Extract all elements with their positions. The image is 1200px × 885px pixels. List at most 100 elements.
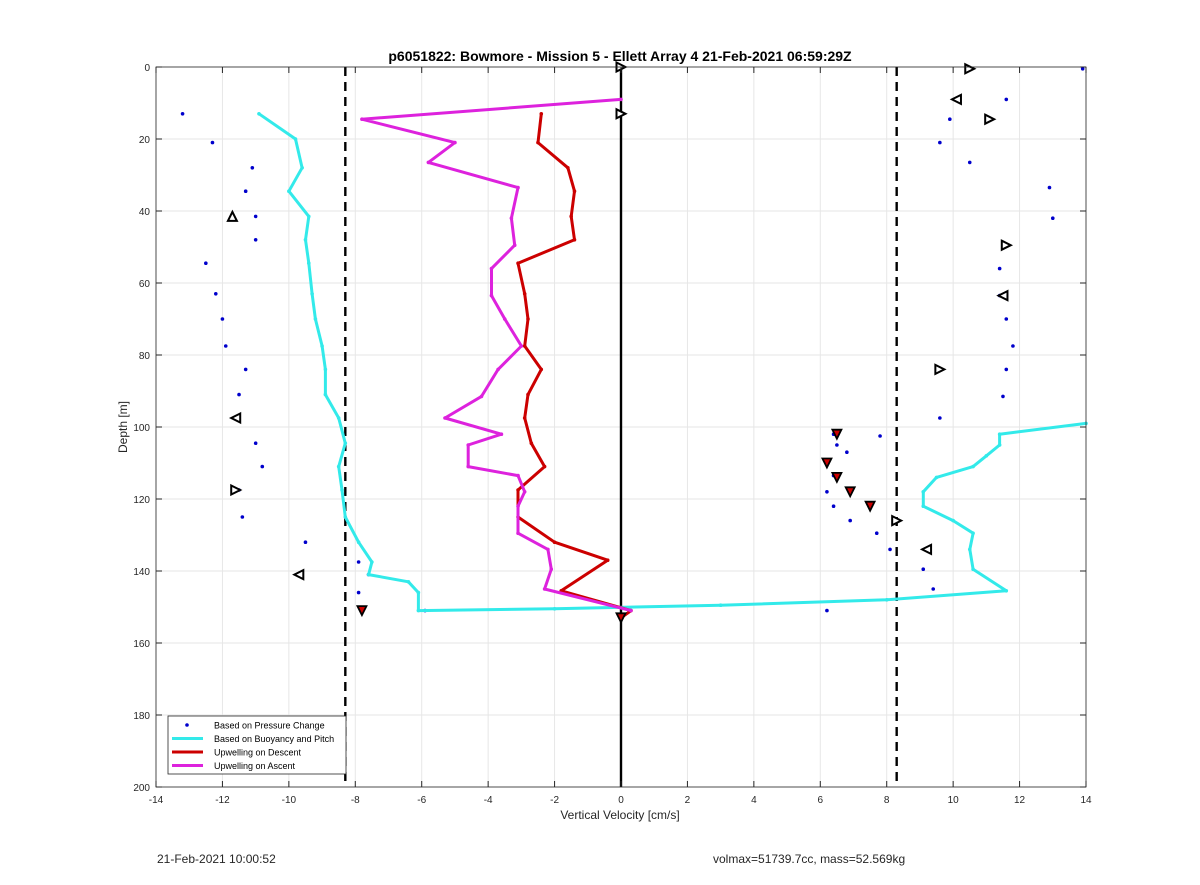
pressure-point [831,504,836,509]
series-point [323,367,328,372]
triangle-marker [984,113,997,126]
pressure-point [204,261,208,266]
series-point [426,160,431,165]
y-tick-label: 20 [139,135,151,146]
series-point [522,344,527,348]
x-tick-label: -4 [484,795,493,806]
filled-marker [615,612,627,625]
series-point [257,112,261,116]
triangle-marker [230,483,243,497]
series-point [293,137,298,141]
filled-marker [355,605,368,618]
pressure-point [180,112,185,116]
series-point [539,367,544,372]
pressure-point [878,434,882,438]
series-point [542,464,547,469]
series-point [300,166,304,170]
pressure-point [243,367,248,372]
pressure-point [356,590,361,595]
y-tick-label: 40 [139,207,151,218]
series-point [343,515,348,519]
series-point [539,112,544,116]
series-point [1004,589,1009,593]
series-point [566,166,570,170]
series-point [526,317,530,321]
triangle-marker [949,93,962,106]
series-point [509,216,514,220]
pressure-point [1001,394,1005,399]
x-tick-label: -12 [215,795,230,806]
filled-marker [844,486,857,499]
series-point [416,590,421,595]
x-tick-label: 4 [751,795,757,806]
series-point [522,292,527,296]
pressure-point [938,416,942,420]
pressure-point [921,567,926,571]
series-point [340,488,344,492]
pressure-point [967,160,972,165]
legend-label: Based on Buoyancy and Pitch [214,734,334,744]
pressure-point [253,441,258,446]
pressure-point [835,443,839,447]
y-tick-label: 120 [133,495,150,506]
series-point [516,504,520,509]
chart-title: p6051822: Bowmore - Mission 5 - Ellett A… [388,48,852,64]
series-point [306,261,311,266]
pressure-point [848,518,852,523]
series-point [466,443,471,447]
pressure-point [223,344,228,348]
pressure-point [825,608,829,613]
x-axis-label: Vertical Velocity [cm/s] [560,808,679,822]
filled-marker [830,471,843,484]
pressure-point [874,531,879,535]
series-point [406,580,411,584]
pressure-point [253,238,258,242]
series-point [336,416,341,420]
legend-swatch [185,723,189,727]
series-point [443,416,447,420]
pressure-point [845,450,849,455]
x-tick-label: -8 [351,795,360,806]
pressure-point [888,547,892,552]
triangle-marker [964,62,977,75]
x-tick-label: -14 [149,795,164,806]
triangle-marker [292,568,305,581]
series-point [967,547,972,552]
x-tick-label: 0 [618,795,624,806]
x-tick-label: -10 [282,795,297,806]
pressure-point [931,587,936,591]
series-point [360,117,364,121]
series-point [489,293,494,298]
series-point [971,464,975,469]
series-point [536,140,540,145]
pressure-point [253,214,258,219]
series-point [466,464,471,469]
x-tick-label: 2 [685,795,691,806]
filled-marker [820,457,833,470]
triangle-marker [891,514,904,527]
y-tick-label: 160 [133,639,150,650]
pressure-point [237,392,241,397]
series-point [526,392,530,397]
series-point [489,266,494,271]
pressure-point [210,140,215,145]
pressure-point [243,189,248,193]
series-point [516,488,520,492]
series-point [496,367,500,372]
triangle-marker [919,543,933,556]
y-tick-label: 180 [133,711,150,722]
triangle-marker [1000,239,1014,252]
y-tick-label: 140 [133,567,150,578]
series-point [343,441,348,446]
series-point [336,464,341,469]
axes: -14 -12 -10 -8 -6 -4 -2 0 2 4 6 8 10 12 14020406080100… [133,63,1092,806]
series-point [569,214,573,219]
triangle-marker [615,107,628,120]
series-point [605,558,610,562]
series-point [306,214,311,219]
series-point [370,560,374,564]
pressure-point [948,117,952,121]
series-point [552,607,557,611]
series-point [303,238,308,242]
